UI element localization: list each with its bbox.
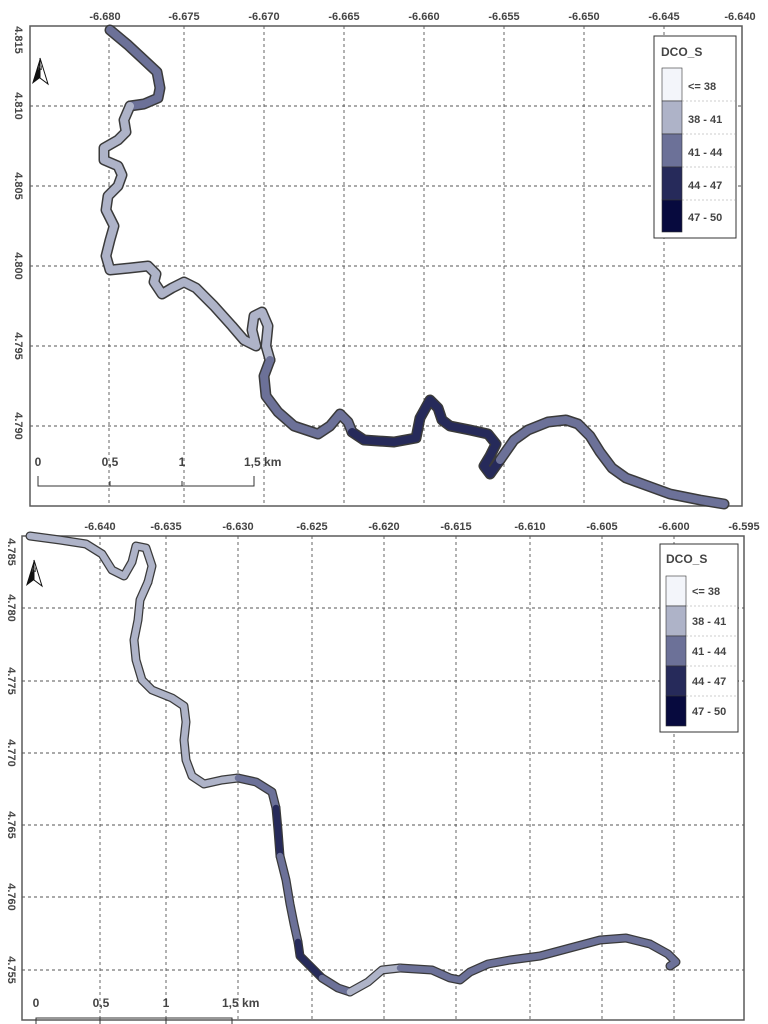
y-tick-label: 4.760 <box>5 883 17 911</box>
north-arrow-icon: N <box>32 57 49 86</box>
legend-label: 44 - 47 <box>692 676 726 688</box>
legend-swatch <box>661 67 683 102</box>
river-segment <box>130 578 242 788</box>
x-tick-label: -6.640 <box>84 521 115 533</box>
river-segment <box>348 396 504 478</box>
river-segment <box>346 964 404 996</box>
legend-swatch <box>661 133 683 168</box>
north-label: N <box>38 66 42 72</box>
y-tick-labels: 4.785 4.780 4.775 4.770 4.765 4.760 4.75… <box>5 538 17 984</box>
river-segment <box>496 416 728 508</box>
map-bottom: -6.640 -6.635 -6.630 -6.625 -6.620 -6.61… <box>5 521 760 1024</box>
legend-swatch <box>665 635 687 667</box>
legend-title: DCO_S <box>666 552 707 566</box>
legend-title: DCO_S <box>661 45 702 59</box>
y-tick-labels: 4.815 4.810 4.805 4.800 4.795 4.790 <box>12 26 24 440</box>
x-tick-label: -6.660 <box>408 11 439 23</box>
legend-swatch <box>665 695 687 727</box>
map-frame <box>21 535 745 1021</box>
y-tick-label: 4.785 <box>5 538 17 566</box>
graticule <box>30 26 742 506</box>
scale-label: 0,5 <box>93 996 110 1010</box>
x-tick-label: -6.615 <box>440 521 471 533</box>
y-tick-label: 4.790 <box>12 412 24 440</box>
legend-swatch <box>665 605 687 637</box>
legend-label: 47 - 50 <box>688 212 722 224</box>
x-tick-label: -6.655 <box>488 11 519 23</box>
x-tick-labels: -6.640 -6.635 -6.630 -6.625 -6.620 -6.61… <box>84 521 759 533</box>
y-tick-label: 4.795 <box>12 332 24 360</box>
legend-label: 38 - 41 <box>692 616 726 628</box>
legend-label: 38 - 41 <box>688 114 722 126</box>
river-segment <box>294 938 326 982</box>
scale-label: 1 <box>163 996 170 1010</box>
y-tick-label: 4.780 <box>5 594 17 622</box>
north-arrow-icon: N <box>26 559 43 588</box>
scale-label: 1 <box>179 455 186 469</box>
scale-bar: 0 0,5 1 1,5 km <box>33 996 259 1024</box>
river-segment <box>100 102 274 364</box>
legend-label: <= 38 <box>688 81 716 93</box>
legend-swatch <box>661 166 683 201</box>
scale-bar: 0 0,5 1 1,5 km <box>35 455 281 487</box>
x-tick-label: -6.680 <box>89 11 120 23</box>
scale-label: 0 <box>35 455 42 469</box>
river-segment <box>272 804 284 860</box>
river-segment <box>260 356 356 438</box>
north-label: N <box>32 568 36 574</box>
x-tick-label: -6.665 <box>328 11 359 23</box>
legend: DCO_S <= 38 38 - 41 41 - 44 44 - 47 47 -… <box>659 543 739 733</box>
y-tick-label: 4.755 <box>5 956 17 984</box>
river-segment <box>318 974 354 996</box>
river-segment <box>26 532 156 586</box>
scale-label: 1,5 km <box>244 455 281 469</box>
y-tick-label: 4.815 <box>12 26 24 54</box>
x-tick-label: -6.595 <box>728 521 759 533</box>
river-segment <box>276 852 302 946</box>
scale-label: 1,5 km <box>222 996 259 1010</box>
x-tick-labels: -6.680 -6.675 -6.670 -6.665 -6.660 -6.65… <box>89 11 755 23</box>
x-tick-label: -6.605 <box>586 521 617 533</box>
legend-label: 41 - 44 <box>688 147 723 159</box>
x-tick-label: -6.630 <box>222 521 253 533</box>
legend: DCO_S <= 38 38 - 41 41 - 44 44 - 47 47 -… <box>653 35 737 239</box>
y-tick-label: 4.775 <box>5 667 17 695</box>
x-tick-label: -6.620 <box>368 521 399 533</box>
x-tick-label: -6.610 <box>514 521 545 533</box>
x-tick-label: -6.675 <box>168 11 199 23</box>
river-segment <box>234 774 280 812</box>
y-tick-label: 4.765 <box>5 811 17 839</box>
legend-label: <= 38 <box>692 586 720 598</box>
legend-label: 47 - 50 <box>692 706 726 718</box>
y-tick-label: 4.805 <box>12 172 24 200</box>
map-top: -6.680 -6.675 -6.670 -6.665 -6.660 -6.65… <box>12 11 756 510</box>
y-tick-label: 4.810 <box>12 92 24 120</box>
river-segment <box>396 934 680 984</box>
scale-label: 0,5 <box>102 455 119 469</box>
x-tick-label: -6.625 <box>296 521 327 533</box>
y-tick-label: 4.770 <box>5 739 17 767</box>
y-tick-label: 4.800 <box>12 252 24 280</box>
river-top <box>98 24 730 510</box>
scale-label: 0 <box>33 996 40 1010</box>
legend-swatch <box>665 575 687 607</box>
legend-swatch <box>661 100 683 135</box>
legend-swatch <box>661 199 683 233</box>
river-segment <box>106 26 164 110</box>
legend-label: 44 - 47 <box>688 180 722 192</box>
x-tick-label: -6.635 <box>150 521 181 533</box>
x-tick-label: -6.645 <box>648 11 679 23</box>
x-tick-label: -6.640 <box>724 11 755 23</box>
legend-label: 41 - 44 <box>692 646 727 658</box>
x-tick-label: -6.650 <box>568 11 599 23</box>
x-tick-label: -6.600 <box>658 521 689 533</box>
legend-swatch <box>665 665 687 697</box>
x-tick-label: -6.670 <box>248 11 279 23</box>
river-bottom <box>25 531 681 997</box>
